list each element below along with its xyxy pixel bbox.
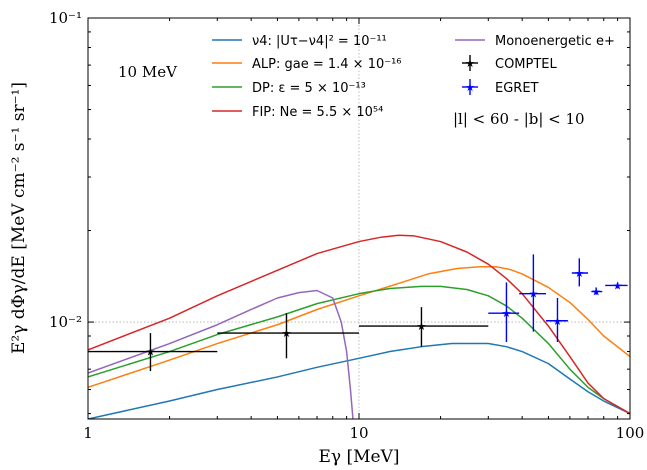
data-point-marker: ★ <box>282 327 292 340</box>
errorbar-egret-4: ★ <box>591 286 603 299</box>
series-line-1 <box>88 266 630 389</box>
annotation-region: |l| < 60 - |b| < 10 <box>453 110 585 128</box>
data-point-marker: ★ <box>528 288 538 301</box>
errorbar-egret-2: ★ <box>546 297 568 342</box>
series-line-2 <box>88 285 630 415</box>
legend-marker-1: ★ <box>465 81 475 94</box>
legend-label-egret: EGRET <box>495 81 539 96</box>
y-axis-label: E²γ dΦγ/dE [MeV cm⁻² s⁻¹ sr⁻¹] <box>9 82 29 354</box>
legend-marker-0: ★ <box>465 57 475 70</box>
data-point-marker: ★ <box>613 279 623 292</box>
legend-label-4: Monoenergetic e+ <box>495 34 615 49</box>
data-point-marker: ★ <box>574 267 584 280</box>
legend-label-3: FIP: Ne = 5.5 × 10⁵⁴ <box>252 105 383 120</box>
series-line-3 <box>88 234 630 415</box>
legend-label-0: ν4: |Uτ−ν4|² = 10⁻¹¹ <box>252 34 387 49</box>
errorbar-egret-0: ★ <box>488 282 520 342</box>
series-line-4 <box>88 289 354 419</box>
data-point-marker: ★ <box>553 315 563 328</box>
y-tick-label: 10⁻¹ <box>49 9 82 27</box>
errorbar-comptel-0: ★ <box>88 333 218 372</box>
series-layer <box>88 234 630 419</box>
errorbar-egret-5: ★ <box>605 279 628 292</box>
errorbar-egret-1: ★ <box>519 254 547 332</box>
x-axis-label: Eγ [MeV] <box>319 447 400 467</box>
grid <box>88 18 630 419</box>
data-point-marker: ★ <box>417 320 427 333</box>
data-point-marker: ★ <box>591 286 601 299</box>
legend-label-1: ALP: gae = 1.4 × 10⁻¹⁶ <box>252 57 402 72</box>
legend-label-comptel: COMPTEL <box>495 57 558 72</box>
ticks: 1 10 100 10⁻² 10⁻¹ <box>49 9 644 442</box>
data-point-marker: ★ <box>502 307 512 320</box>
errorbar-comptel-2: ★ <box>359 307 489 347</box>
legend-label-2: DP: ε = 5 × 10⁻¹³ <box>252 81 366 96</box>
data-point-marker: ★ <box>146 346 156 359</box>
legend: ν4: |Uτ−ν4|² = 10⁻¹¹ ALP: gae = 1.4 × 10⁻… <box>212 34 615 120</box>
series-line-0 <box>88 342 630 419</box>
errorbar-egret-3: ★ <box>571 258 589 287</box>
x-tick-label: 1 <box>83 424 93 442</box>
x-tick-label: 10 <box>349 424 368 442</box>
errorbar-comptel-1: ★ <box>217 313 359 359</box>
errorbar-layer: ★ ★ ★ ★ ★ ★ ★ ★ ★ <box>88 254 628 372</box>
y-tick-label: 10⁻² <box>49 313 82 331</box>
annotation-energy: 10 MeV <box>118 63 178 81</box>
x-tick-label: 100 <box>616 424 645 442</box>
